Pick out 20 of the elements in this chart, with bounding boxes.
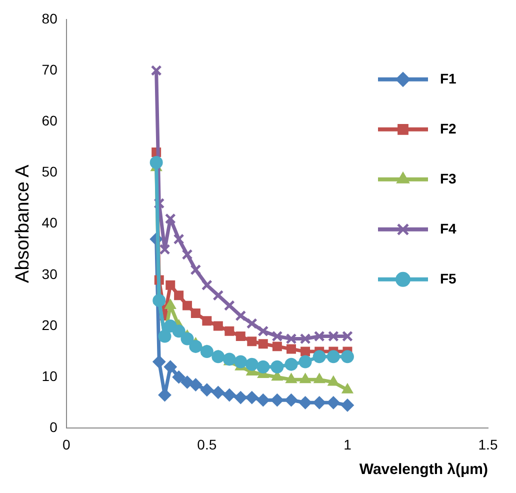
y-tick-label: 0 bbox=[50, 419, 58, 436]
y-tick-label: 70 bbox=[42, 61, 58, 78]
y-tick-label: 30 bbox=[42, 266, 58, 282]
legend-label: F5 bbox=[440, 270, 457, 286]
legend-label: F3 bbox=[440, 170, 457, 186]
legend-label: F2 bbox=[440, 120, 457, 136]
y-tick-label: 40 bbox=[42, 214, 58, 231]
x-tick-label: 0 bbox=[62, 436, 70, 452]
x-tick-label: 1 bbox=[344, 436, 352, 452]
x-tick-label: 1.5 bbox=[478, 436, 498, 452]
y-tick-label: 50 bbox=[42, 164, 58, 180]
y-axis-title: Absorbance A bbox=[12, 164, 34, 283]
y-tick-label: 80 bbox=[42, 10, 58, 26]
y-tick-label: 20 bbox=[42, 316, 58, 333]
y-tick-label: 60 bbox=[42, 112, 58, 128]
x-tick-label: 0.5 bbox=[197, 436, 217, 452]
legend-label: F1 bbox=[440, 70, 457, 86]
y-tick-label: 10 bbox=[42, 368, 58, 384]
x-axis-title: Wavelength λ(μm) bbox=[359, 461, 488, 478]
legend-label: F4 bbox=[440, 220, 457, 236]
